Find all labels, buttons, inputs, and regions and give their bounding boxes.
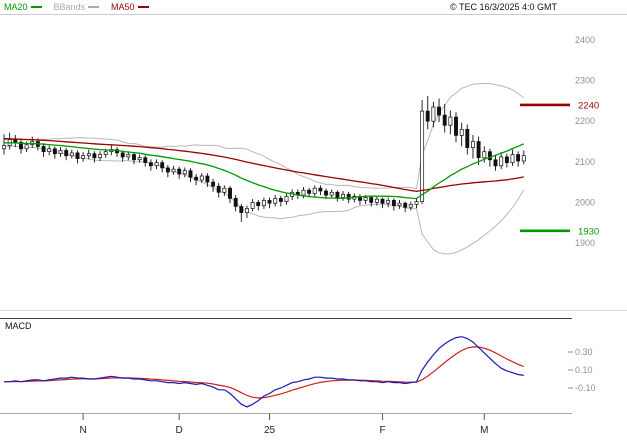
macd-line — [4, 336, 524, 408]
legend-ma50-label: MA50 — [111, 2, 135, 12]
price-tick-2200: 2200 — [575, 116, 595, 126]
bollinger-bands — [3, 82, 525, 255]
price-tick-2000: 2000 — [575, 197, 595, 207]
chart-legend: MA20 BBands MA50 — [4, 2, 149, 12]
macd-panel-title: MACD — [5, 321, 32, 331]
legend-item-ma50: MA50 — [111, 2, 149, 12]
frame-lines — [0, 14, 627, 414]
legend-bbands-line-swatch — [88, 6, 100, 8]
ma50-line — [3, 137, 524, 193]
legend-item-bbands: BBands — [54, 2, 100, 12]
level-label-2240: 2240 — [578, 100, 599, 111]
candles-layer — [2, 96, 526, 222]
month-label-M: M — [480, 425, 488, 436]
macd-signal-line — [4, 346, 525, 399]
bollinger-lower-line — [3, 145, 525, 255]
month-label-F: F — [379, 425, 385, 436]
legend-ma20-label: MA20 — [4, 2, 28, 12]
price-tick-1900: 1900 — [575, 238, 595, 248]
price-axis-labels: 2400 2300 2200 2100 2000 1900 — [575, 35, 595, 248]
month-label-N: N — [79, 425, 86, 436]
legend-item-ma20: MA20 — [4, 2, 42, 12]
level-label-1930: 1930 — [578, 226, 599, 237]
macd-layer — [4, 336, 525, 408]
month-label-D: D — [176, 425, 183, 436]
legend-ma50-line-swatch — [137, 6, 149, 8]
macd-tick--0.10: -0.10 — [575, 383, 596, 393]
macd-tick-0.30: 0.30 — [575, 347, 593, 357]
bollinger-upper-line — [3, 82, 525, 190]
month-label-25: 25 — [264, 425, 276, 436]
ma20-line — [3, 142, 525, 200]
price-tick-2300: 2300 — [575, 76, 595, 86]
legend-bbands-label: BBands — [53, 2, 86, 12]
copyright-text: © TEC 16/3/2025 4:0 GMT — [449, 2, 557, 12]
macd-tick-0.10: 0.10 — [575, 365, 593, 375]
legend-ma20-line-swatch — [30, 6, 42, 8]
price-tick-2100: 2100 — [575, 157, 595, 167]
price-tick-2400: 2400 — [575, 35, 595, 45]
macd-axis-labels: 0.30 0.10 -0.10 — [568, 347, 596, 393]
level-lines: 2240 1930 — [520, 100, 599, 237]
time-axis: N D 25 F M — [79, 413, 488, 436]
